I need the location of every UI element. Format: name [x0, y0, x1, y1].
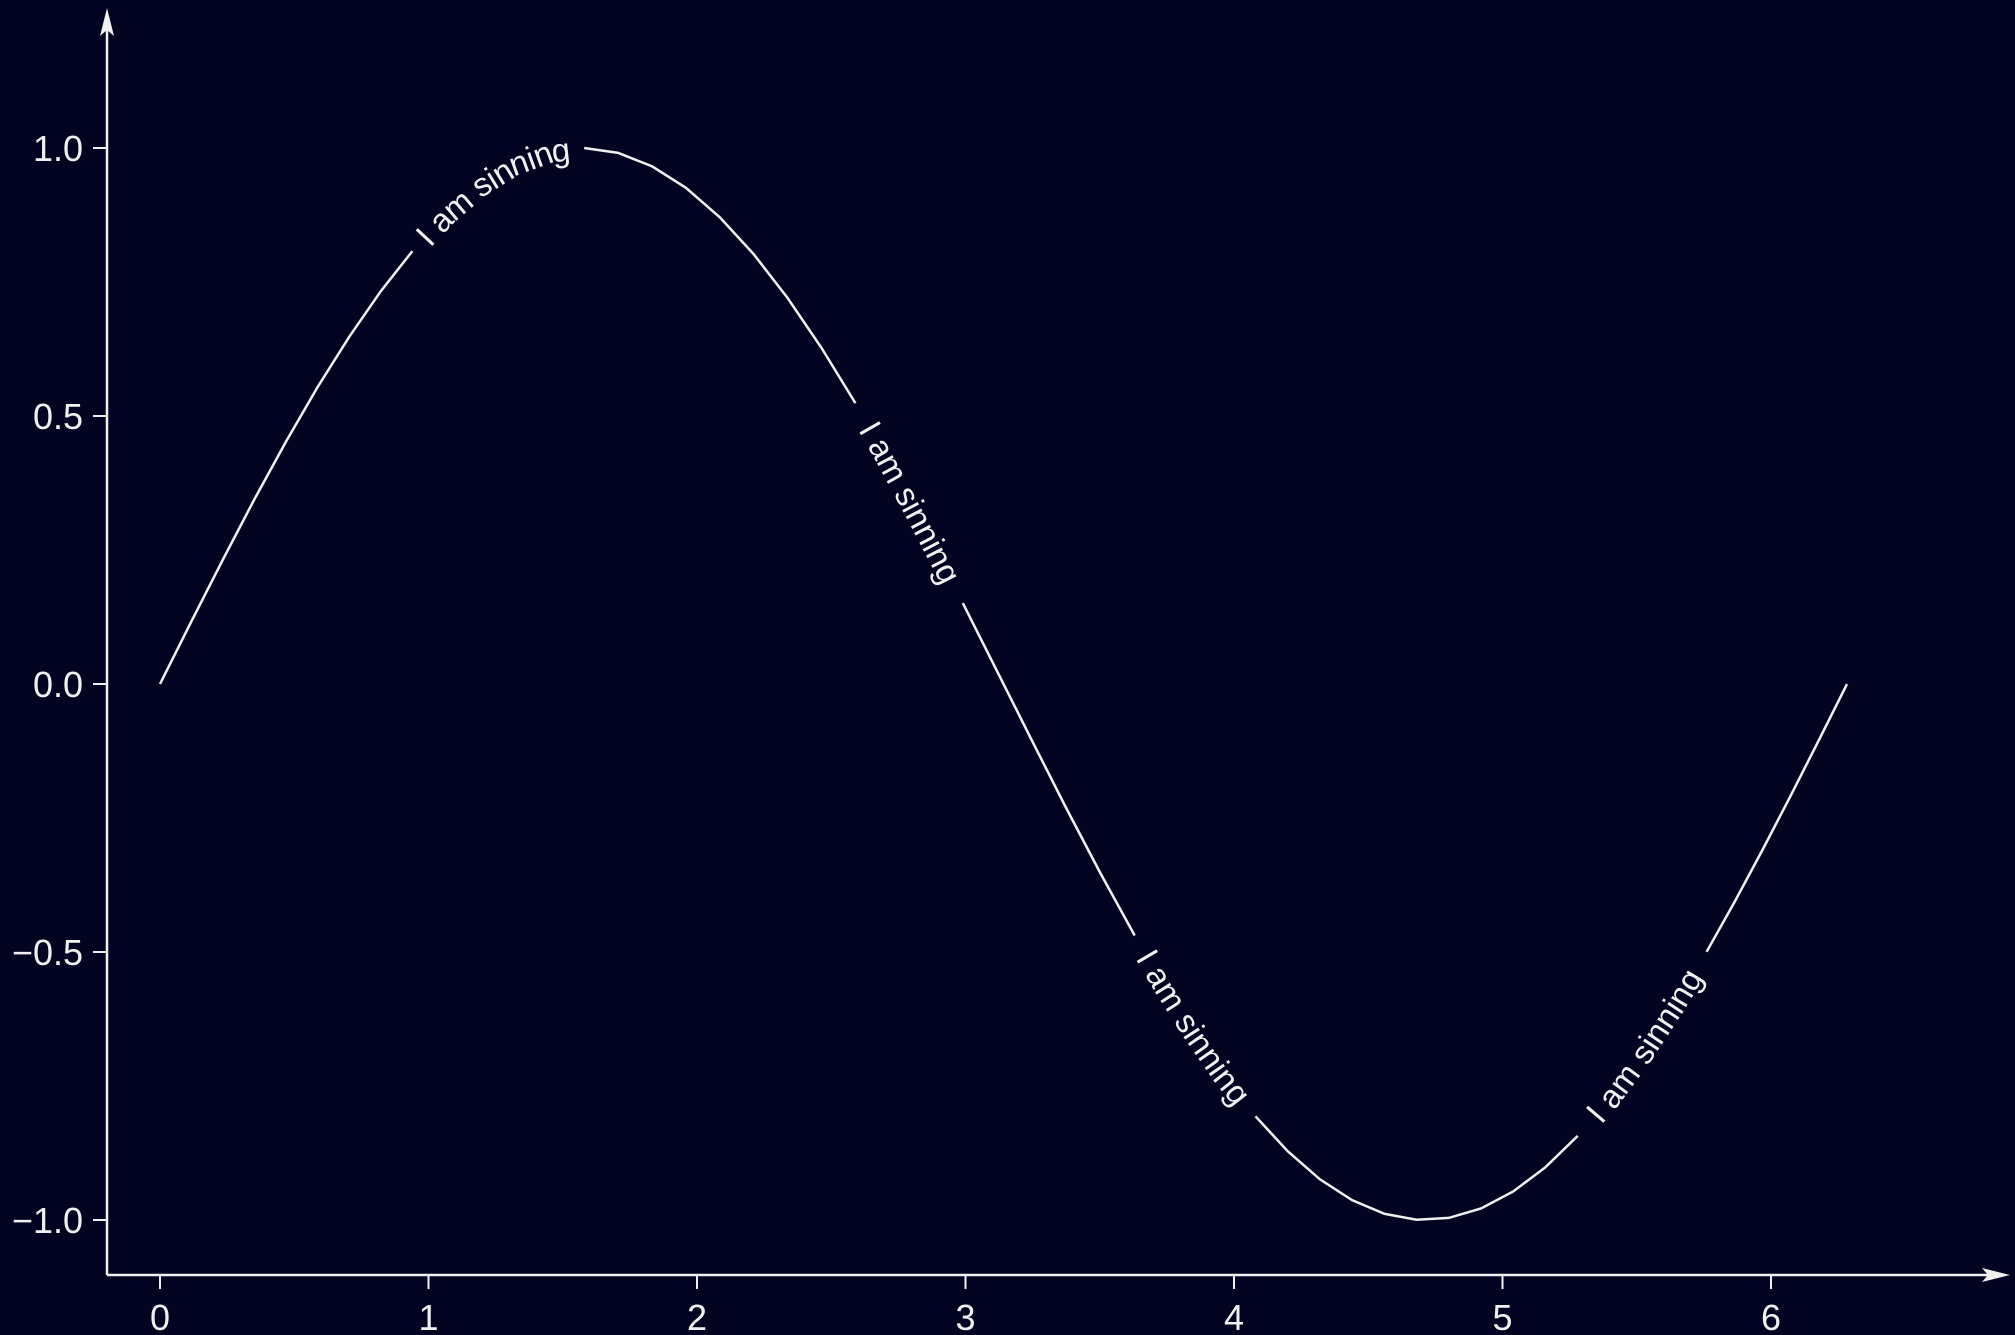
axes: 0 1 2 3 4 5 6 −1.0 −0.5 0.0 0.5 1.0 — [12, 8, 2010, 1335]
curve-segment — [1254, 1115, 1579, 1221]
inline-label: I am sinning — [1129, 943, 1258, 1112]
inline-label-text: I am sinning — [852, 415, 969, 589]
x-tick-label: 3 — [955, 1297, 975, 1335]
sine-curve — [158, 146, 1849, 1221]
curve-segment — [1705, 683, 1849, 953]
y-tick-label: 0.5 — [33, 396, 83, 437]
inline-label-text: I am sinning — [1579, 962, 1710, 1129]
x-tick-label: 5 — [1492, 1297, 1512, 1335]
y-tick-label: −0.5 — [12, 932, 83, 973]
inline-label: I am sinning — [408, 131, 572, 253]
inline-label: I am sinning — [852, 415, 969, 589]
y-tick-label: 0.0 — [33, 664, 83, 705]
y-tick-label: −1.0 — [12, 1200, 83, 1241]
x-tick-label: 1 — [418, 1297, 438, 1335]
x-tick-label: 2 — [687, 1297, 707, 1335]
x-tick-label: 6 — [1761, 1297, 1781, 1335]
inline-label-text: I am sinning — [1129, 943, 1258, 1112]
inline-label: I am sinning — [1579, 962, 1710, 1129]
inline-label-text: I am sinning — [408, 131, 572, 253]
curve-segment — [584, 146, 857, 404]
y-tick-label: 1.0 — [33, 128, 83, 169]
y-axis-arrow-icon — [100, 8, 114, 36]
curve-segment — [961, 602, 1136, 937]
curve-segment — [158, 250, 414, 685]
x-tick-label: 4 — [1224, 1297, 1244, 1335]
inline-labels: I am sinning I am sinning I am sinning I am… — [408, 131, 1710, 1130]
x-tick-label: 0 — [150, 1297, 170, 1335]
x-axis-arrow-icon — [1982, 1268, 2010, 1282]
